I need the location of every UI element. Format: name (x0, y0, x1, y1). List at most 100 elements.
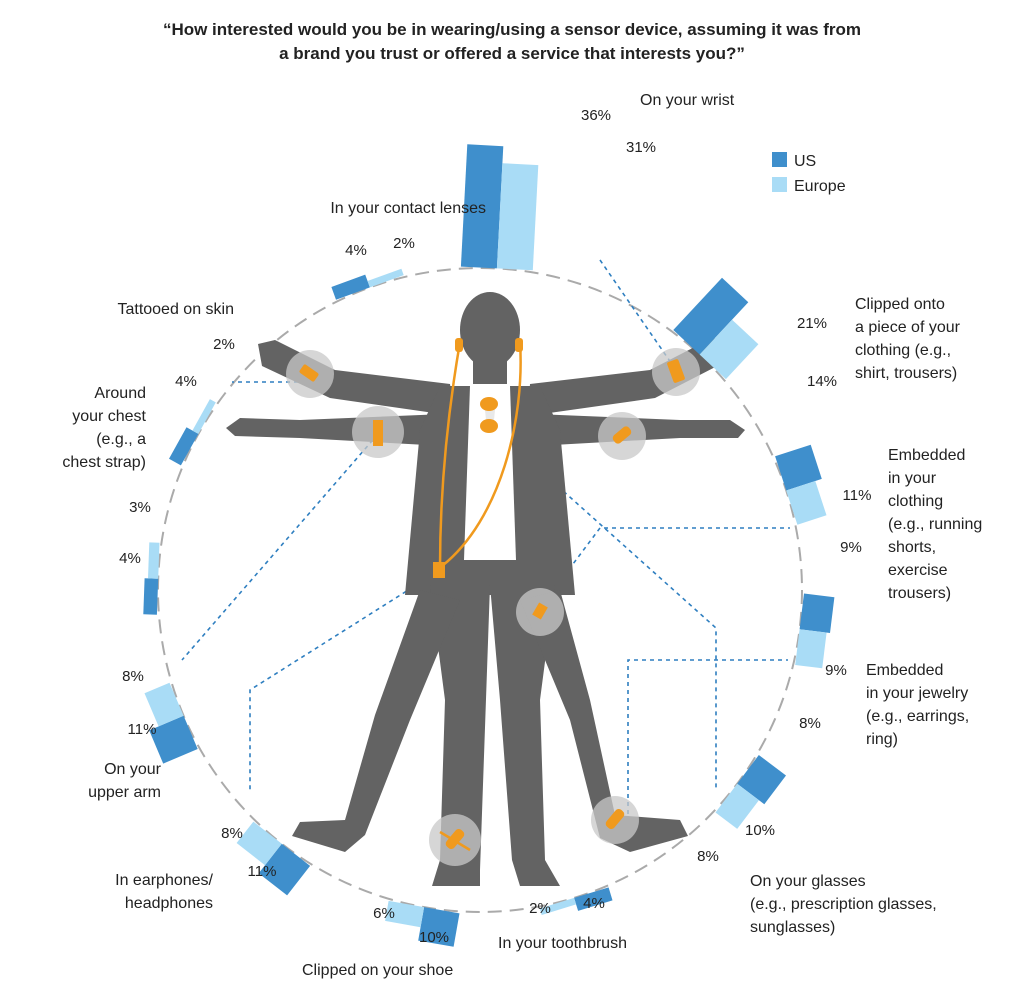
figure-leg-right (490, 585, 560, 886)
leader-line-wrist (599, 259, 677, 371)
category-label-line: sunglasses) (750, 919, 835, 936)
value-label-us-toothbrush: 4% (583, 895, 605, 912)
category-label-line: shorts, (888, 539, 936, 556)
legend-swatch-europe (772, 177, 787, 192)
value-label-europe-glasses: 8% (697, 848, 719, 865)
category-label-line: (e.g., a (96, 431, 146, 448)
category-label-upper-arm: On your upper arm (88, 761, 162, 801)
category-label-line: in your (888, 470, 937, 487)
category-label-line: Tattooed on skin (117, 301, 234, 318)
category-label-line: In your contact lenses (330, 200, 486, 217)
earphone-right-icon (515, 338, 523, 352)
shoe-sensor-right-icon (605, 808, 625, 830)
category-label-embedded-clothing: Embedded in your clothing (e.g., running sho… (888, 447, 982, 602)
category-label-line: In your toothbrush (498, 935, 627, 952)
bar-us-glasses (737, 755, 786, 805)
bar-us-clothing-clip (673, 277, 749, 355)
category-label-line: clothing (888, 493, 943, 510)
category-label-line: In earphones/ (115, 872, 213, 889)
value-label-europe-chest-strap: 3% (129, 499, 151, 516)
value-label-us-upper-arm: 11% (128, 721, 157, 738)
category-label-glasses: On your glasses (e.g., prescription glass… (750, 873, 937, 936)
earphone-left-icon (455, 338, 463, 352)
wristband-icon (667, 359, 685, 383)
category-label-line: On your (104, 761, 162, 778)
category-label-line: exercise (888, 562, 948, 579)
category-label-tattoo: Tattooed on skin (117, 301, 234, 318)
value-label-europe-tattoo: 2% (213, 336, 235, 353)
value-label-us-wrist: 36% (581, 107, 611, 124)
category-label-line: (e.g., earrings, (866, 708, 969, 725)
value-label-us-chest-strap: 4% (119, 550, 141, 567)
trousers-sensor-icon (532, 602, 548, 620)
category-label-toothbrush: In your toothbrush (498, 935, 627, 952)
category-label-contact-lenses: In your contact lenses (330, 200, 486, 217)
chart-title-line-1: “How interested would you be in wearing/… (162, 20, 862, 39)
value-label-us-earphones: 11% (248, 863, 277, 880)
category-label-line: On your glasses (750, 873, 866, 890)
figure-head (460, 292, 520, 368)
bar-us-upper-arm (149, 715, 198, 764)
figure-arm-horizontal-left (226, 414, 445, 446)
category-label-line: headphones (125, 895, 213, 912)
bar-us-tattoo (169, 427, 199, 466)
category-label-clothing-clip: Clipped onto a piece of your clothing (e.g… (855, 296, 961, 382)
glasses-lens-top-icon (480, 397, 498, 411)
bar-europe-glasses (715, 783, 759, 829)
category-label-line: Embedded (866, 662, 943, 679)
leader-line-jewelry (627, 659, 788, 822)
figure-leg-spread-right (520, 590, 688, 852)
category-label-wrist: On your wrist (640, 92, 735, 109)
category-label-line: trousers) (888, 585, 951, 602)
category-label-line: Embedded (888, 447, 965, 464)
category-label-line: On your wrist (640, 92, 735, 109)
sleeve-sensor-icon (612, 426, 632, 444)
figure-shirt (464, 386, 516, 560)
value-label-us-clothing-clip: 21% (797, 315, 827, 332)
bar-europe-embedded-clothing (786, 481, 827, 525)
device-accent-shapes (299, 338, 685, 850)
bar-us-chest-strap (143, 578, 159, 615)
bar-us-earphones (258, 843, 311, 896)
category-label-jewelry: Embedded in your jewelry (e.g., earrings, r… (866, 662, 969, 748)
value-label-europe-wrist: 31% (626, 139, 656, 156)
value-label-europe-contact-lenses: 2% (393, 235, 415, 252)
category-label-line: Around (94, 385, 146, 402)
value-label-us-contact-lenses: 4% (345, 242, 367, 259)
chest-strap-icon (373, 420, 383, 446)
bars (143, 144, 835, 947)
bar-europe-tattoo (192, 399, 216, 434)
category-label-line: Clipped onto (855, 296, 945, 313)
bar-europe-chest-strap (148, 542, 160, 579)
figure-leg-left (430, 585, 490, 886)
value-label-europe-embedded-clothing: 9% (840, 539, 862, 556)
dashed-ring (157, 267, 803, 913)
category-label-earphones: In earphones/headphones (115, 872, 213, 912)
glasses-lens-bottom-icon (480, 419, 498, 433)
value-label-europe-earphones: 8% (221, 825, 243, 842)
category-label-line: clothing (e.g., (855, 342, 951, 359)
category-label-line: a piece of your (855, 319, 961, 336)
shoe-sensor-icon (445, 828, 465, 850)
legend-label-europe: Europe (794, 178, 846, 195)
tattoo-icon (299, 364, 319, 382)
bar-europe-earphones (236, 821, 282, 866)
bar-us-shoe (418, 907, 460, 947)
category-label-shoe: Clipped on your shoe (302, 962, 453, 979)
figure-leg-spread-left (292, 590, 460, 852)
bar-europe-toothbrush (539, 897, 577, 915)
category-label-line: (e.g., prescription glasses, (750, 896, 937, 913)
earphone-cable (438, 341, 522, 569)
category-label-line: ring) (866, 731, 898, 748)
value-label-europe-upper-arm: 8% (122, 668, 144, 685)
legend-label-us: US (794, 153, 816, 170)
bar-europe-jewelry (795, 629, 827, 669)
chart-title-line-2: a brand you trust or offered a service t… (279, 44, 745, 63)
category-label-line: chest strap) (62, 454, 146, 471)
category-labels: On your wrist Clipped onto a piece of your… (62, 92, 982, 979)
bar-us-wrist (460, 144, 504, 269)
value-label-europe-clothing-clip: 14% (807, 373, 837, 390)
value-label-us-glasses: 10% (745, 822, 775, 839)
music-player-icon (433, 562, 445, 578)
